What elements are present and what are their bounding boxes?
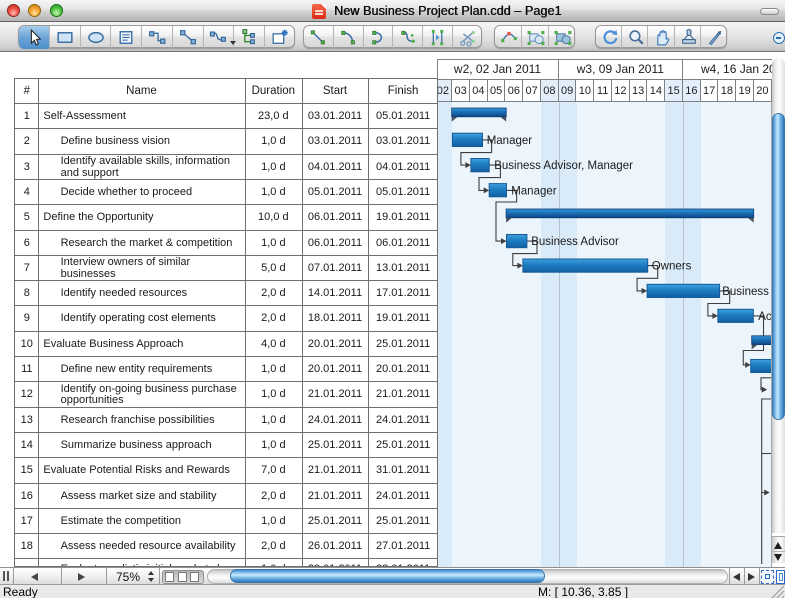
svg-text:Business Advisor, Manager: Business Advisor, Manager — [494, 160, 633, 172]
svg-text:Accountant: Accountant — [758, 311, 771, 323]
svg-text:Owners: Owners — [652, 261, 692, 273]
svg-text:Manager: Manager — [487, 135, 533, 147]
svg-text:Manager: Manager — [511, 185, 557, 197]
svg-text:Business Advisor: Business Advisor — [722, 286, 771, 298]
svg-text:Business Advisor: Business Advisor — [531, 236, 619, 248]
